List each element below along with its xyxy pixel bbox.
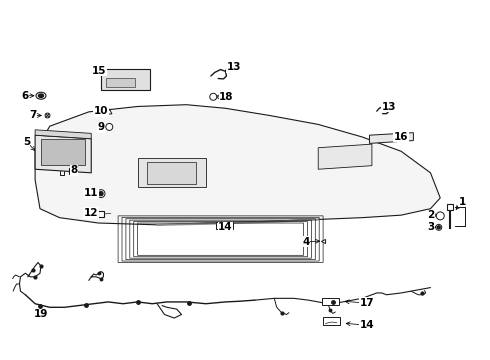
Text: 8: 8 (71, 165, 78, 175)
Text: 1: 1 (459, 197, 466, 207)
Ellipse shape (39, 94, 44, 98)
Polygon shape (35, 135, 91, 173)
Text: 2: 2 (427, 210, 434, 220)
Text: 5: 5 (23, 137, 30, 147)
Polygon shape (101, 69, 150, 90)
Text: 14: 14 (218, 222, 233, 232)
Text: 12: 12 (84, 208, 98, 218)
Circle shape (437, 226, 441, 229)
Text: 4: 4 (302, 237, 310, 247)
Polygon shape (35, 130, 91, 139)
Text: 11: 11 (84, 188, 98, 198)
Bar (147, 162, 196, 184)
Circle shape (99, 192, 103, 195)
Circle shape (436, 224, 442, 230)
Polygon shape (369, 133, 414, 143)
Text: 14: 14 (360, 320, 374, 330)
Polygon shape (322, 298, 339, 305)
Circle shape (97, 190, 105, 198)
Circle shape (106, 123, 113, 130)
Polygon shape (35, 105, 440, 225)
Text: 10: 10 (94, 106, 108, 116)
Polygon shape (323, 317, 340, 325)
Text: 18: 18 (219, 92, 234, 102)
Text: 9: 9 (98, 122, 104, 132)
Text: 7: 7 (29, 111, 36, 121)
Circle shape (210, 93, 217, 100)
Text: 6: 6 (22, 91, 29, 101)
Text: 16: 16 (394, 132, 409, 142)
Text: 19: 19 (34, 309, 48, 319)
Text: 3: 3 (427, 222, 434, 232)
Polygon shape (216, 222, 233, 229)
Circle shape (436, 212, 444, 220)
Polygon shape (138, 158, 206, 187)
Ellipse shape (36, 92, 46, 99)
Polygon shape (318, 144, 372, 169)
Text: 15: 15 (92, 66, 107, 76)
Bar (106, 78, 135, 87)
Text: 13: 13 (227, 62, 242, 72)
Bar (41, 139, 85, 165)
Text: 17: 17 (360, 298, 374, 308)
Text: 13: 13 (382, 102, 396, 112)
